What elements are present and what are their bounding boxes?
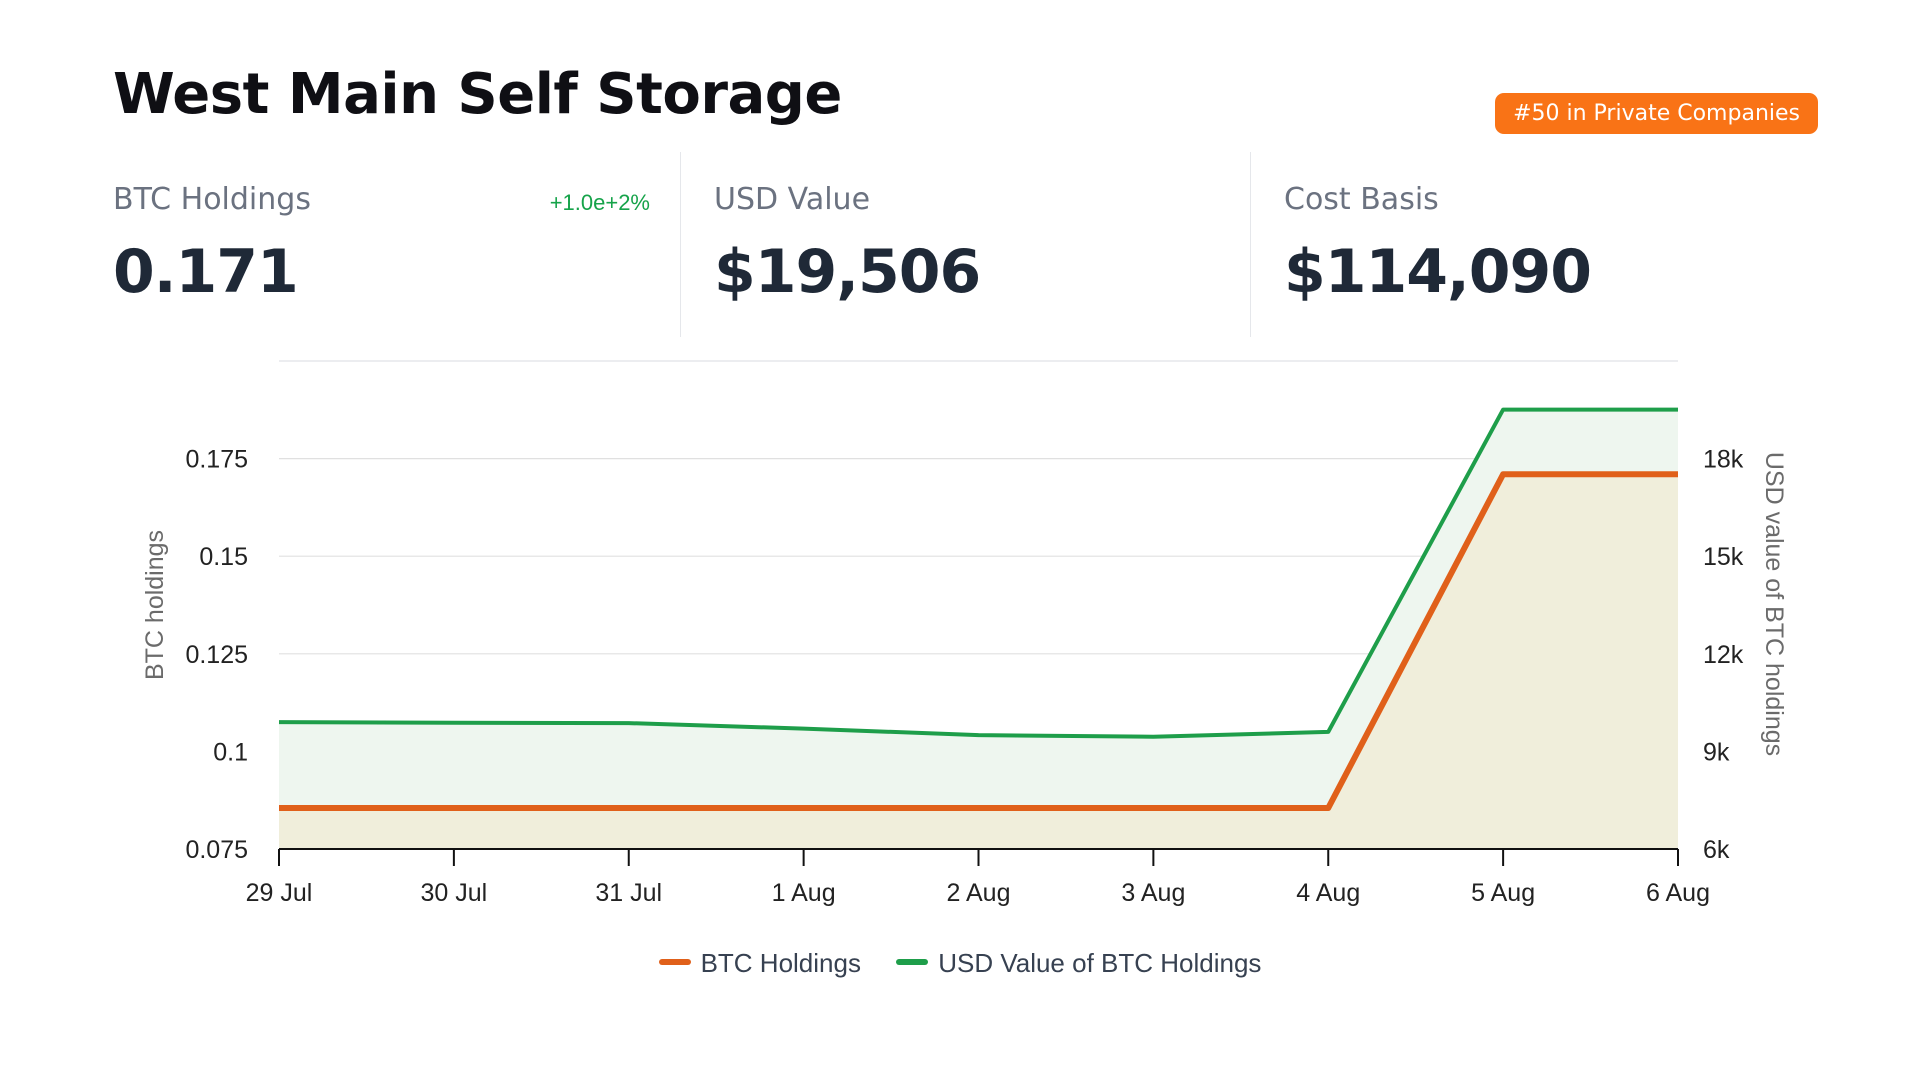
legend-label-btc: BTC Holdings	[700, 948, 861, 978]
stat-btc-holdings-change: +1.0e+2%	[549, 190, 650, 215]
stat-usd-value-label: USD Value	[714, 182, 871, 217]
legend-item-usd[interactable]: USD Value of BTC Holdings	[896, 948, 1261, 979]
y-right-tick-label-3: 15k	[1703, 543, 1744, 571]
legend-label-usd: USD Value of BTC Holdings	[938, 948, 1262, 978]
btc-area	[279, 474, 1678, 849]
y-right-tick-label-0: 6k	[1703, 836, 1730, 864]
stat-usd-value-value: $19,506	[714, 237, 981, 307]
y-right-tick-label-4: 18k	[1703, 446, 1744, 474]
stat-btc-holdings-label: BTC Holdings	[113, 182, 311, 217]
stats-row: BTC Holdings +1.0e+2% 0.171 USD Value $1…	[113, 152, 1818, 337]
x-tick-label-1: 30 Jul	[421, 879, 488, 907]
x-tick-label-7: 5 Aug	[1471, 879, 1535, 907]
stat-btc-holdings: BTC Holdings +1.0e+2% 0.171	[113, 152, 650, 337]
stat-usd-value: USD Value $19,506	[680, 152, 1250, 337]
legend-item-btc[interactable]: BTC Holdings	[658, 948, 861, 979]
x-tick-label-0: 29 Jul	[246, 879, 313, 907]
usd-area	[279, 409, 1678, 849]
page-title: West Main Self Storage	[113, 62, 842, 127]
y-left-tick-label-4: 0.175	[185, 446, 248, 474]
y-left-tick-label-2: 0.125	[185, 641, 248, 669]
series-line-btc	[279, 471, 1678, 812]
legend-swatch-btc	[658, 959, 691, 966]
x-tick-label-3: 1 Aug	[772, 879, 836, 907]
series-line-usd	[278, 407, 1678, 739]
x-tick-label-8: 6 Aug	[1646, 879, 1710, 907]
x-tick-label-2: 31 Jul	[595, 879, 662, 907]
x-tick-label-4: 2 Aug	[947, 879, 1011, 907]
y-left-tick-label-3: 0.15	[199, 543, 248, 571]
x-tick-label-5: 3 Aug	[1121, 879, 1185, 907]
stat-cost-basis: Cost Basis $114,090	[1250, 152, 1818, 337]
chart-legend: BTC Holdings USD Value of BTC Holdings	[0, 948, 1920, 979]
y-right-tick-label-1: 9k	[1703, 738, 1730, 766]
rank-badge[interactable]: #50 in Private Companies	[1495, 93, 1818, 134]
y-right-tick-label-2: 12k	[1703, 641, 1744, 669]
stat-btc-holdings-value: 0.171	[113, 237, 299, 307]
y-left-axis-title: BTC holdings	[141, 530, 169, 680]
x-tick-label-6: 4 Aug	[1296, 879, 1360, 907]
stat-cost-basis-value: $114,090	[1284, 237, 1592, 307]
y-left-tick-label-1: 0.1	[213, 738, 248, 766]
y-right-axis-title: USD value of BTC holdings	[1760, 452, 1788, 756]
y-left-tick-label-0: 0.075	[185, 836, 248, 864]
legend-swatch-usd	[896, 959, 929, 966]
stat-cost-basis-label: Cost Basis	[1284, 182, 1439, 217]
